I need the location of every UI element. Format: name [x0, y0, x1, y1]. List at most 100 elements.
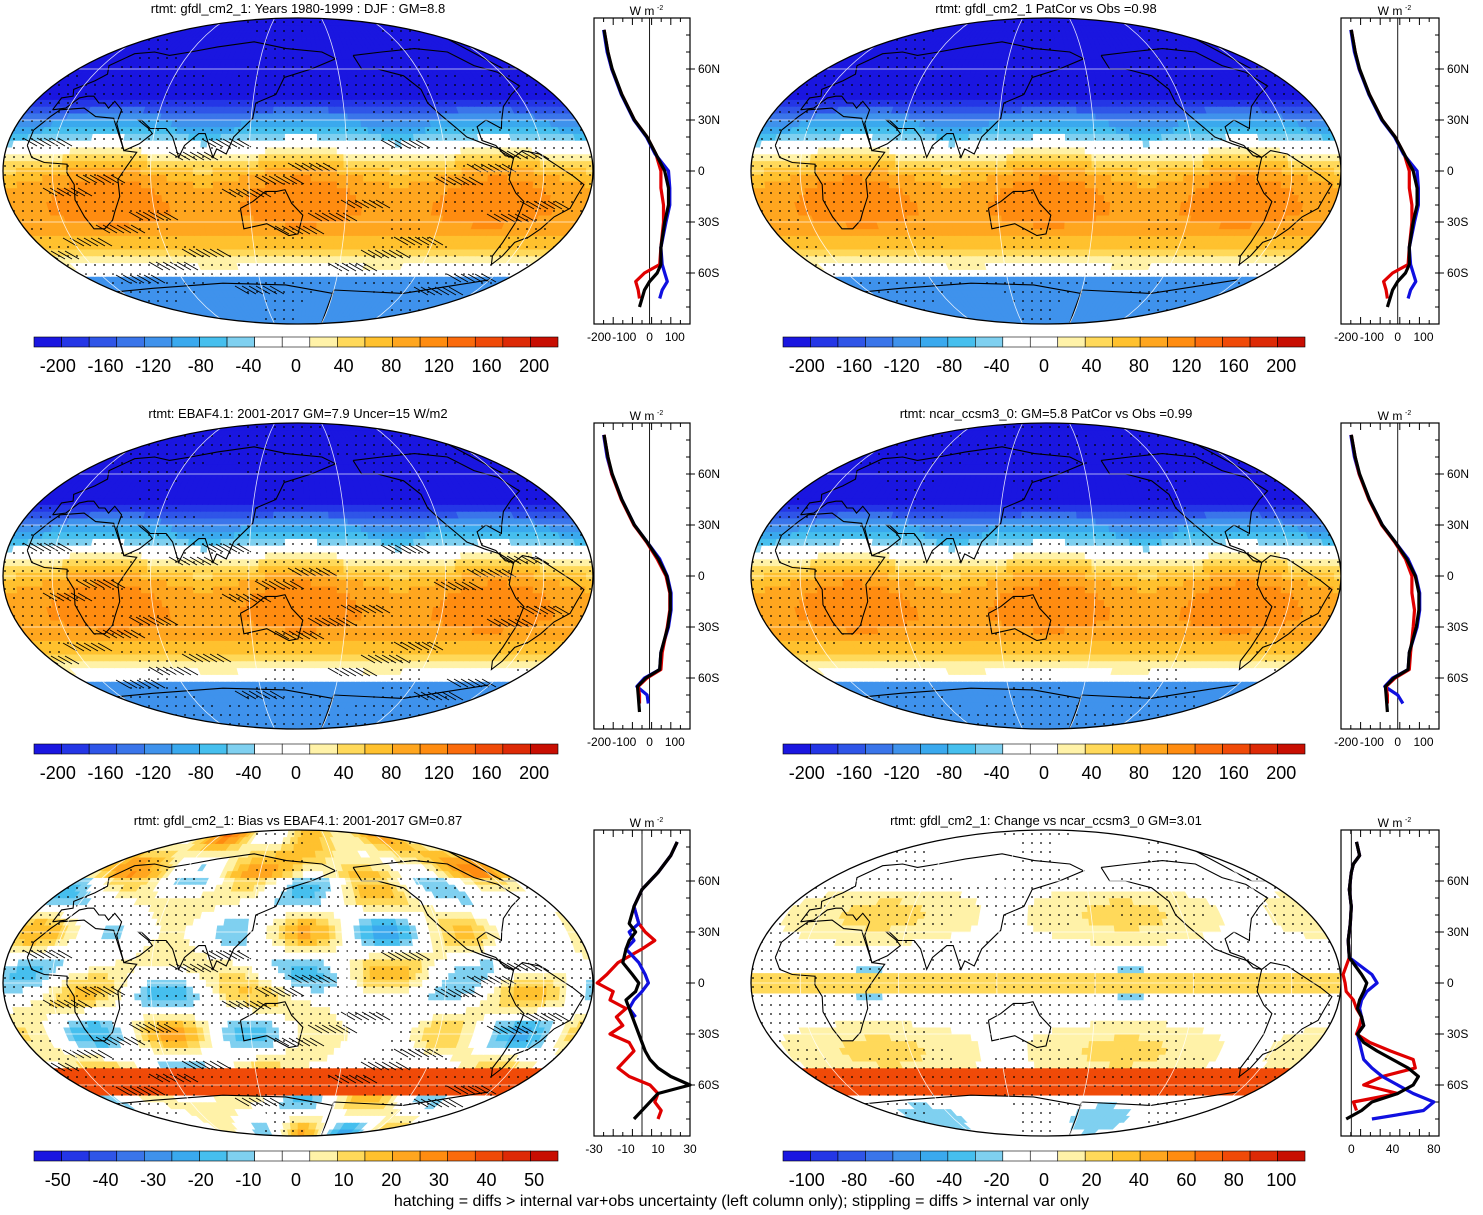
map-cell — [446, 24, 467, 32]
stipple-dot — [454, 174, 456, 176]
map-cell — [406, 316, 426, 324]
stipple-dot — [58, 21, 60, 23]
stipple-dot — [553, 147, 555, 149]
stipple-dot — [274, 129, 276, 131]
map-cell — [534, 72, 550, 80]
map-cell — [382, 153, 390, 162]
map-cell — [284, 126, 293, 134]
stipple-dot — [148, 165, 150, 167]
stipple-dot — [220, 84, 222, 86]
map-cell — [174, 194, 183, 202]
map-cell — [349, 140, 357, 148]
stipple-dot — [40, 183, 42, 185]
stipple-dot — [94, 84, 96, 86]
map-cell — [132, 31, 151, 39]
map-cell — [289, 310, 295, 318]
map-cell — [208, 214, 217, 223]
stipple-dot — [157, 48, 159, 50]
stipple-dot — [355, 165, 357, 167]
stipple-dot — [418, 183, 420, 185]
stipple-dot — [517, 39, 519, 41]
stipple-dot — [184, 84, 186, 86]
stipple-dot — [265, 48, 267, 50]
stipple-dot — [571, 75, 573, 77]
stipple-dot — [193, 21, 195, 23]
stipple-dot — [184, 21, 186, 23]
stipple-dot — [238, 147, 240, 149]
stipple-dot — [166, 75, 168, 77]
map-cell — [180, 187, 188, 196]
map-cell — [218, 160, 227, 168]
map-cell — [95, 146, 104, 155]
stipple-dot — [31, 21, 33, 23]
map-cell — [571, 180, 580, 189]
map-cell — [260, 112, 268, 121]
map-cell — [310, 153, 318, 162]
map-cell — [335, 208, 344, 216]
stipple-dot — [301, 57, 303, 59]
stipple-dot — [562, 111, 564, 113]
stipple-dot — [247, 111, 249, 113]
stipple-dot — [22, 84, 24, 86]
map-cell — [428, 18, 451, 26]
map-cell — [313, 262, 321, 270]
stipple-dot — [517, 147, 519, 149]
map-cell — [454, 160, 463, 168]
map-cell — [191, 18, 208, 26]
stipple-dot — [454, 165, 456, 167]
stipple-dot — [76, 129, 78, 131]
stipple-dot — [589, 138, 591, 140]
map-cell — [177, 18, 196, 26]
map-cell — [225, 160, 233, 168]
map-cell — [103, 38, 122, 46]
stipple-dot — [220, 174, 222, 176]
map-cell — [138, 18, 162, 26]
stipple-dot — [175, 75, 177, 77]
map-cell — [323, 180, 332, 189]
map-cell — [220, 208, 229, 216]
map-cell — [394, 194, 403, 202]
stipple-dot — [175, 57, 177, 59]
map-cell — [517, 276, 534, 284]
stipple-dot — [283, 174, 285, 176]
stipple-dot — [490, 129, 492, 131]
stipple-dot — [562, 147, 564, 149]
stipple-dot — [319, 174, 321, 176]
stipple-dot — [157, 111, 159, 113]
stipple-dot — [373, 183, 375, 185]
map-cell — [282, 276, 289, 284]
stipple-dot — [535, 66, 537, 68]
map-cell — [108, 187, 117, 196]
stipple-dot — [157, 84, 159, 86]
stipple-dot — [76, 183, 78, 185]
stipple-dot — [436, 165, 438, 167]
map-cell — [266, 112, 274, 121]
map-cell — [9, 160, 17, 168]
map-cell — [285, 85, 293, 94]
stipple-dot — [112, 183, 114, 185]
stipple-dot — [265, 111, 267, 113]
map-cell — [286, 78, 293, 87]
map-cell — [140, 174, 148, 182]
map-cell — [309, 242, 317, 250]
stipple-dot — [310, 174, 312, 176]
map-cell — [180, 316, 199, 324]
stipple-dot — [310, 111, 312, 113]
map-cell — [303, 99, 311, 107]
map-cell — [322, 119, 331, 128]
map-cell — [302, 58, 309, 66]
map-cell — [321, 235, 329, 243]
map-cell — [334, 106, 342, 114]
map-cell — [284, 153, 292, 162]
map-cell — [433, 140, 442, 148]
map-cell — [297, 276, 304, 284]
stipple-dot — [580, 174, 582, 176]
map-cell — [153, 160, 161, 168]
stipple-dot — [103, 93, 105, 95]
map-cell — [227, 208, 235, 216]
stipple-dot — [346, 84, 348, 86]
stipple-dot — [517, 57, 519, 59]
map-cell — [212, 180, 221, 189]
stipple-dot — [400, 66, 402, 68]
stipple-dot — [571, 93, 573, 95]
